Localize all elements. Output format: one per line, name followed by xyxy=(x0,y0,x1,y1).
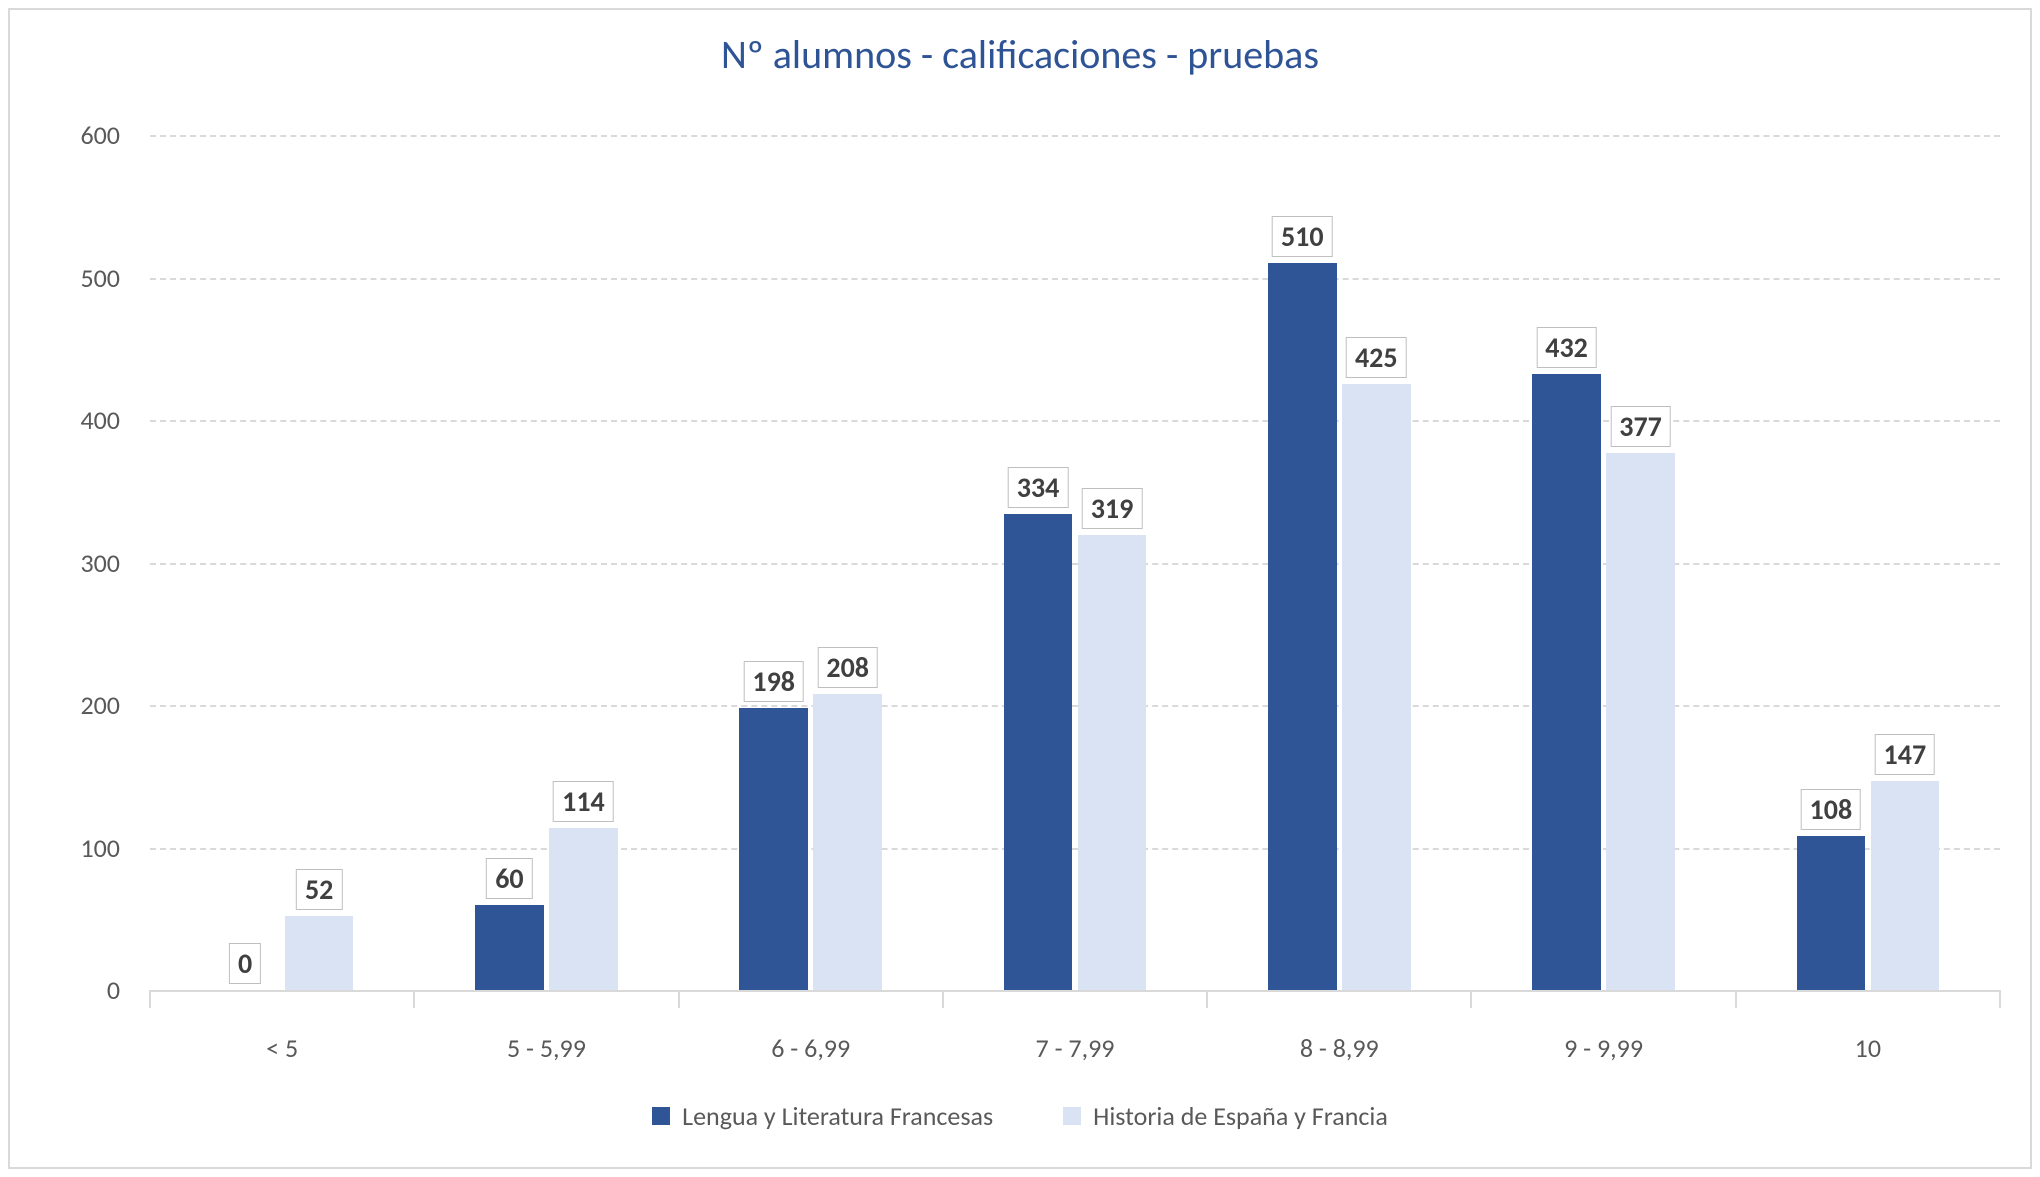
bar xyxy=(1004,514,1073,990)
x-tick-label: 8 - 8,99 xyxy=(1300,1032,1379,1064)
gridline xyxy=(150,563,2000,565)
chart-title: Nº alumnos - calificaciones - pruebas xyxy=(0,30,2040,79)
legend-label: Lengua y Literatura Francesas xyxy=(682,1100,993,1132)
x-tick-mark xyxy=(149,990,151,1008)
x-tick-label: 10 xyxy=(1855,1032,1881,1064)
legend: Lengua y Literatura Francesas Historia de… xyxy=(0,1100,2040,1132)
y-tick-label: 400 xyxy=(0,404,120,436)
data-label: 377 xyxy=(1610,406,1671,447)
x-tick-mark xyxy=(942,990,944,1008)
bar xyxy=(1078,535,1147,990)
plot-area: 0 52 60 114 198 208 334 319 510 425 432 377 108 147 xyxy=(150,135,2000,990)
data-label: 319 xyxy=(1082,488,1143,529)
data-label: 510 xyxy=(1272,216,1333,257)
legend-label: Historia de España y Francia xyxy=(1093,1100,1388,1132)
data-label: 198 xyxy=(743,661,804,702)
gridline xyxy=(150,135,2000,137)
y-tick-label: 600 xyxy=(0,119,120,151)
y-tick-label: 500 xyxy=(0,262,120,294)
data-label: 208 xyxy=(817,647,878,688)
gridline xyxy=(150,278,2000,280)
data-label: 108 xyxy=(1801,789,1862,830)
legend-swatch xyxy=(1063,1107,1081,1125)
x-tick-label: 7 - 7,99 xyxy=(1036,1032,1115,1064)
y-tick-label: 200 xyxy=(0,689,120,721)
data-label: 52 xyxy=(296,869,342,910)
bar xyxy=(1797,836,1866,990)
bar xyxy=(813,694,882,990)
x-tick-mark xyxy=(1735,990,1737,1008)
legend-swatch xyxy=(652,1107,670,1125)
x-tick-mark xyxy=(1999,990,2001,1008)
bar xyxy=(1871,781,1940,990)
gridline xyxy=(150,848,2000,850)
data-label: 425 xyxy=(1346,337,1407,378)
data-label: 60 xyxy=(486,858,532,899)
bar xyxy=(1342,384,1411,990)
x-tick-mark xyxy=(1470,990,1472,1008)
y-tick-label: 100 xyxy=(0,832,120,864)
bar xyxy=(1268,263,1337,990)
x-tick-mark xyxy=(413,990,415,1008)
y-tick-label: 300 xyxy=(0,547,120,579)
data-label: 0 xyxy=(229,943,261,984)
bar xyxy=(1532,374,1601,990)
x-tick-label: 9 - 9,99 xyxy=(1564,1032,1643,1064)
bar xyxy=(1606,453,1675,990)
bar xyxy=(285,916,354,990)
bar xyxy=(475,905,544,991)
gridline xyxy=(150,420,2000,422)
bar xyxy=(549,828,618,990)
x-tick-mark xyxy=(1206,990,1208,1008)
y-tick-label: 0 xyxy=(0,974,120,1006)
data-label: 334 xyxy=(1008,467,1069,508)
data-label: 432 xyxy=(1536,327,1597,368)
bar xyxy=(739,708,808,990)
data-label: 114 xyxy=(553,781,614,822)
x-tick-label: < 5 xyxy=(266,1032,298,1064)
x-tick-label: 5 - 5,99 xyxy=(507,1032,586,1064)
x-axis-line xyxy=(150,990,2000,992)
x-tick-mark xyxy=(678,990,680,1008)
legend-item: Lengua y Literatura Francesas xyxy=(652,1100,993,1132)
gridline xyxy=(150,705,2000,707)
legend-item: Historia de España y Francia xyxy=(1063,1100,1388,1132)
data-label: 147 xyxy=(1875,734,1936,775)
x-tick-label: 6 - 6,99 xyxy=(771,1032,850,1064)
